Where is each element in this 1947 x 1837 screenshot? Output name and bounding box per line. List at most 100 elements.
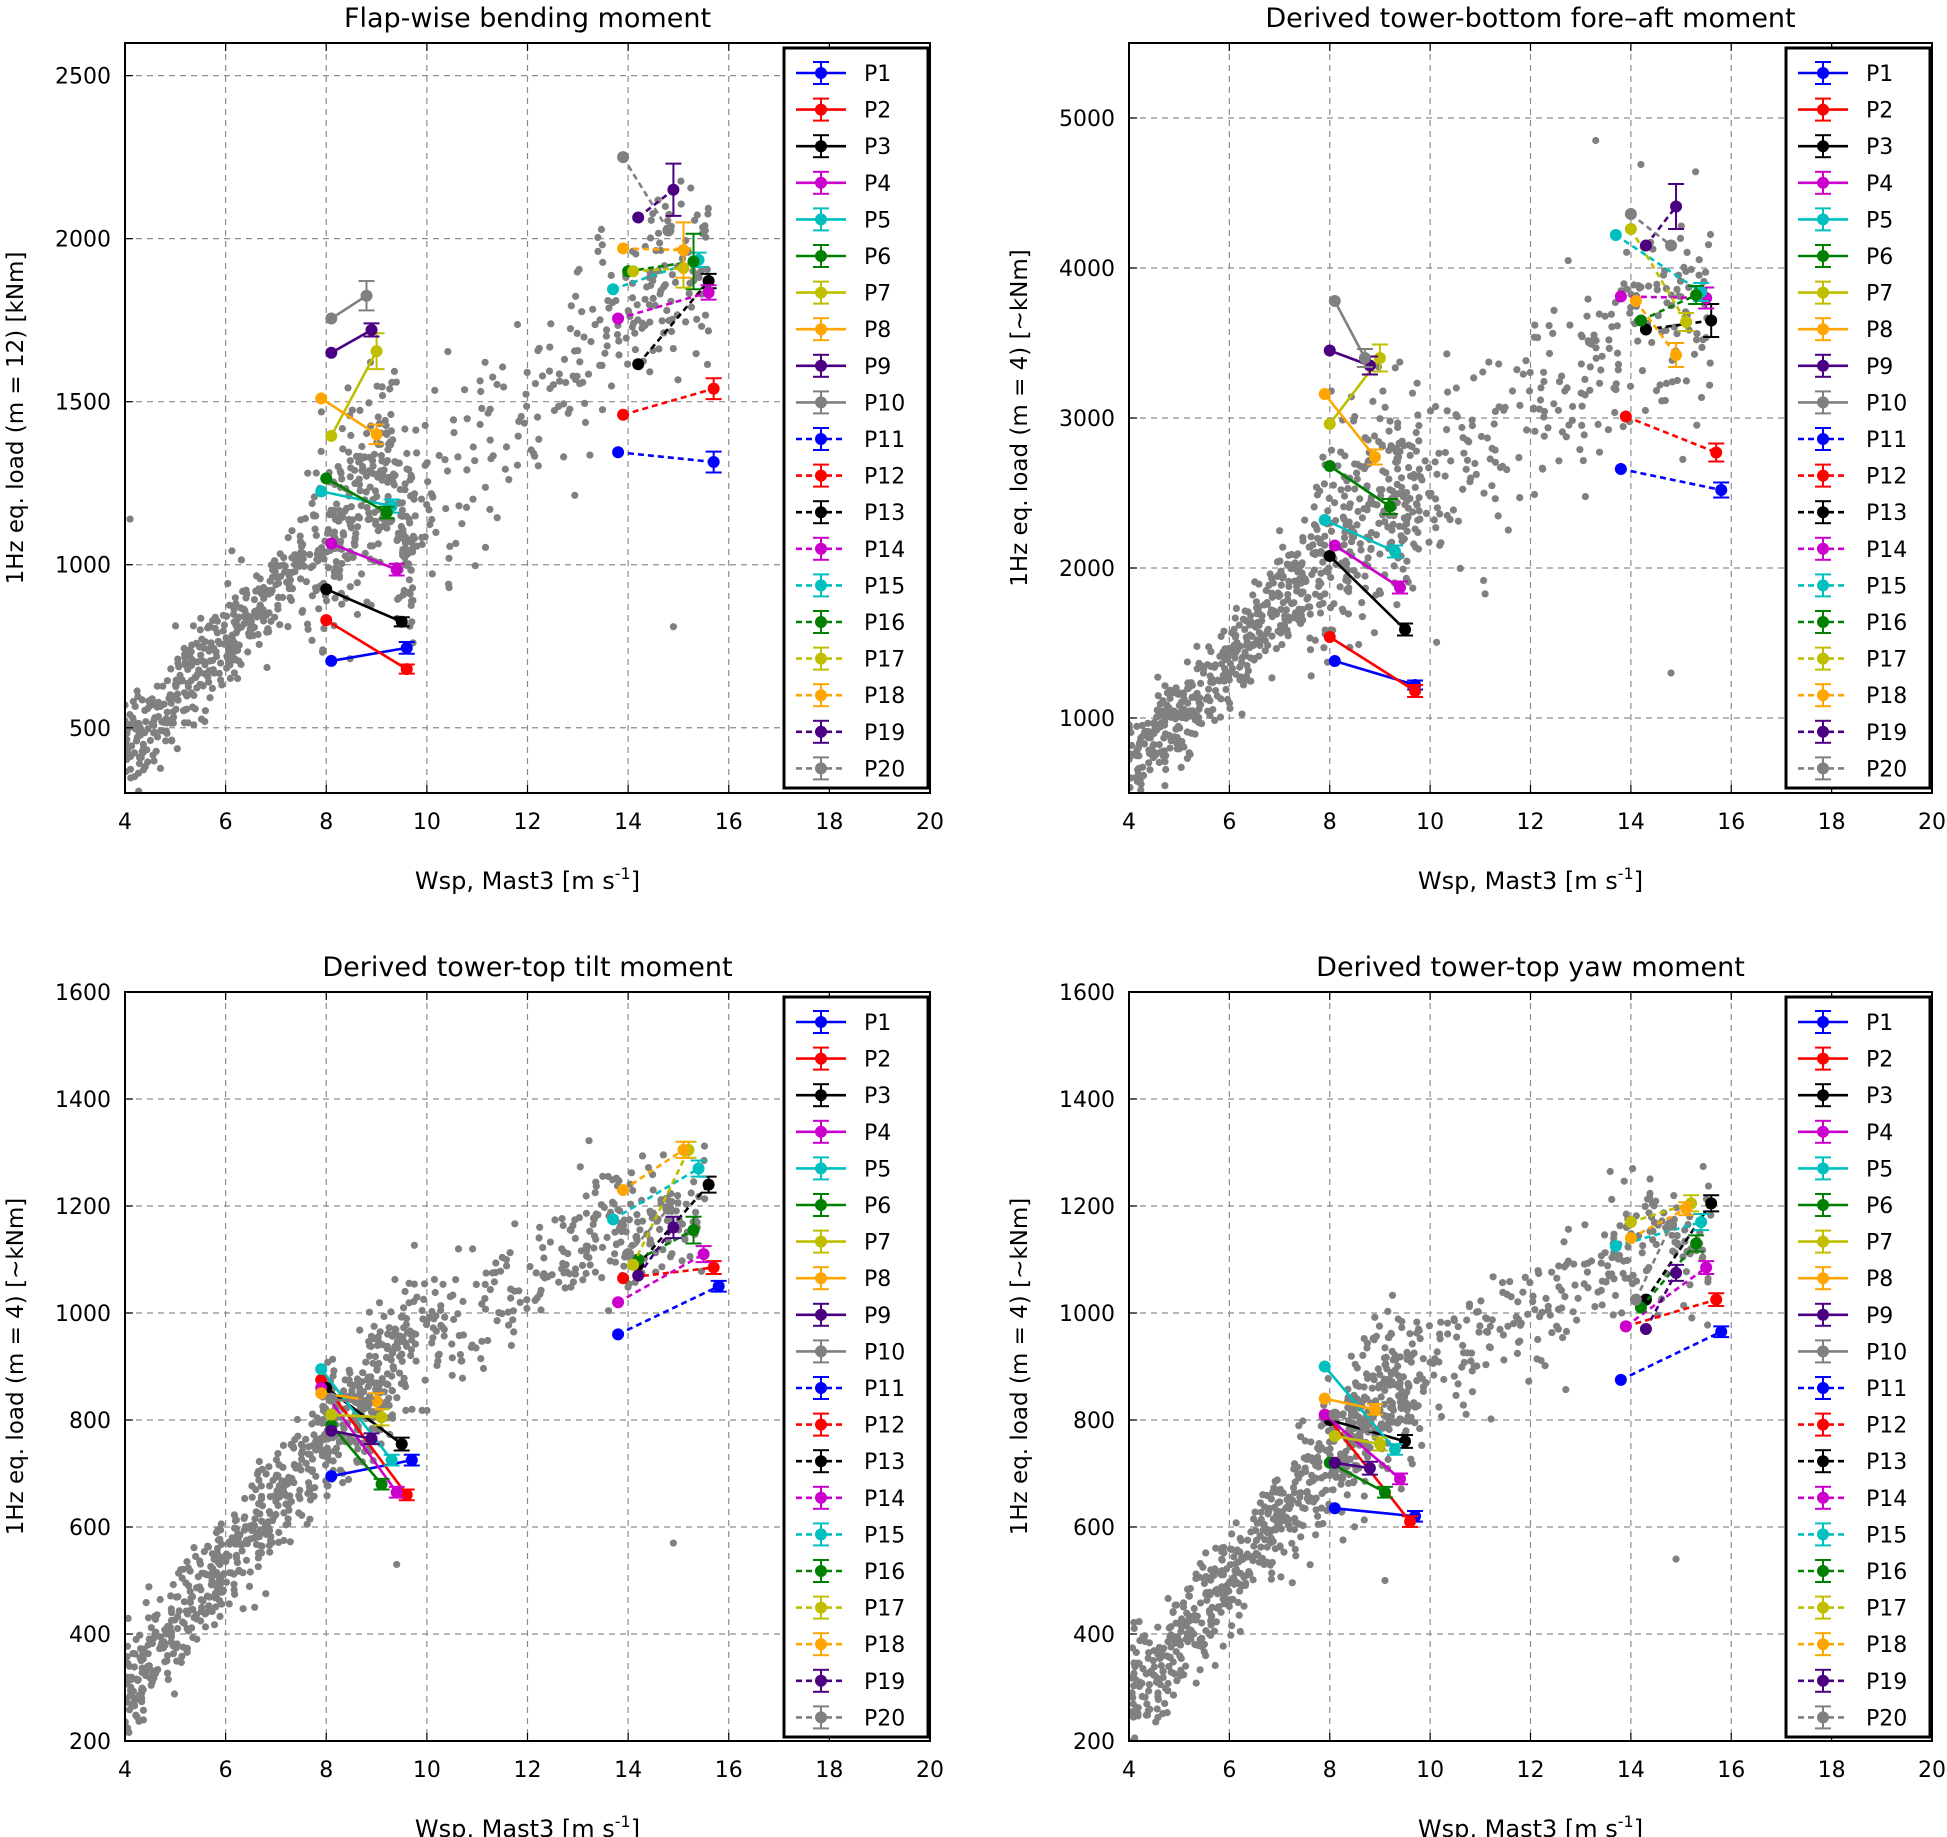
scatter-point (218, 1600, 226, 1608)
scatter-point (1166, 744, 1174, 752)
scatter-point (1268, 632, 1276, 640)
scatter-point (1281, 621, 1289, 630)
scatter-point (660, 262, 669, 270)
scatter-point (253, 613, 261, 621)
scatter-point (1202, 1549, 1210, 1557)
scatter-point (1388, 526, 1396, 534)
scatter-point (1197, 679, 1205, 688)
scatter-point (1266, 570, 1274, 578)
legend-label: P5 (864, 208, 891, 233)
scatter-point (201, 1570, 209, 1578)
scatter-point (1581, 375, 1589, 383)
scatter-point (210, 1621, 219, 1629)
scatter-point (571, 1265, 580, 1273)
scatter-point (439, 1280, 447, 1288)
scatter-point (682, 1200, 690, 1208)
scatter-point (210, 1555, 218, 1563)
legend-item-p11: P11 (796, 1376, 905, 1402)
scatter-point-outlier (1667, 669, 1675, 677)
scatter-point (311, 525, 319, 533)
series-marker (320, 472, 333, 485)
scatter-point (1555, 378, 1564, 386)
scatter-point (599, 258, 607, 266)
scatter-point (151, 699, 159, 707)
series-marker (1619, 410, 1632, 423)
scatter-point (1486, 1322, 1494, 1330)
scatter-point (1507, 1293, 1515, 1301)
scatter-point (1601, 312, 1609, 320)
legend-marker (815, 469, 827, 482)
series-marker (1629, 295, 1642, 307)
scatter-point (1559, 1334, 1567, 1342)
scatter-point (1161, 713, 1169, 721)
scatter-point (628, 1241, 636, 1250)
scatter-point (1540, 432, 1548, 440)
legend-item-p10: P10 (796, 390, 905, 416)
scatter-point (1137, 786, 1145, 793)
scatter-point (678, 1257, 686, 1265)
scatter-point (410, 490, 419, 498)
scatter-point (448, 1340, 456, 1348)
scatter-point (197, 1617, 205, 1625)
scatter-point (446, 1293, 454, 1301)
legend-label: P2 (1866, 99, 1893, 124)
scatter-point (1595, 448, 1604, 456)
scatter-point (547, 320, 555, 328)
scatter-point (1584, 1284, 1592, 1292)
scatter-point (408, 584, 417, 592)
legend-marker (1817, 689, 1829, 702)
scatter-point (390, 367, 398, 375)
scatter-point (1604, 426, 1612, 434)
legend-item-p8: P8 (796, 317, 891, 343)
scatter-point (1433, 470, 1441, 478)
legend-marker (815, 1125, 827, 1138)
scatter-point (1644, 1195, 1652, 1203)
scatter-point (1350, 1477, 1358, 1485)
scatter-point (1236, 1534, 1244, 1542)
scatter-point (1297, 579, 1305, 587)
scatter-point (1276, 527, 1284, 535)
scatter-point (1179, 690, 1188, 698)
scatter-point (445, 584, 453, 592)
scatter-point (1312, 522, 1320, 530)
scatter-point (1389, 1406, 1397, 1414)
scatter-point (378, 392, 387, 400)
scatter-point (674, 1192, 682, 1200)
scatter-point (1312, 1461, 1320, 1470)
scatter-point (590, 1232, 599, 1240)
series-marker (707, 382, 720, 395)
scatter-point (1472, 470, 1480, 478)
legend-item-p19: P19 (796, 719, 905, 746)
y-tick-label: 200 (69, 1730, 111, 1755)
scatter-point (345, 448, 353, 456)
scatter-point (1459, 485, 1467, 493)
scatter-point (1190, 1604, 1198, 1613)
scatter-point (1418, 1441, 1426, 1449)
x-axis-label-exponent: -1 (615, 1812, 631, 1831)
scatter-point (250, 596, 258, 604)
series-line (617, 1253, 705, 1304)
scatter-point (1292, 1552, 1300, 1560)
scatter-point (353, 610, 361, 619)
scatter-point (1591, 1303, 1599, 1311)
scatter-point (1159, 1673, 1167, 1682)
legend-marker (815, 213, 827, 226)
scatter-point (509, 1307, 517, 1315)
scatter-point (125, 1659, 132, 1668)
series-p3 (320, 583, 410, 628)
scatter-point (1167, 1668, 1175, 1676)
legend-item-p4: P4 (796, 170, 891, 197)
scatter-point (1512, 1313, 1520, 1321)
series-marker (612, 446, 625, 459)
scatter-point (398, 1357, 406, 1365)
scatter-point (589, 305, 597, 313)
scatter-point (400, 1304, 408, 1312)
scatter-point (472, 1344, 480, 1352)
scatter-point (1650, 1218, 1658, 1226)
scatter-point (408, 539, 416, 547)
scatter-point (224, 644, 232, 652)
scatter-point (226, 1540, 234, 1548)
scatter-point (373, 1364, 381, 1373)
scatter-point (1342, 576, 1350, 584)
scatter-point (1426, 492, 1434, 500)
